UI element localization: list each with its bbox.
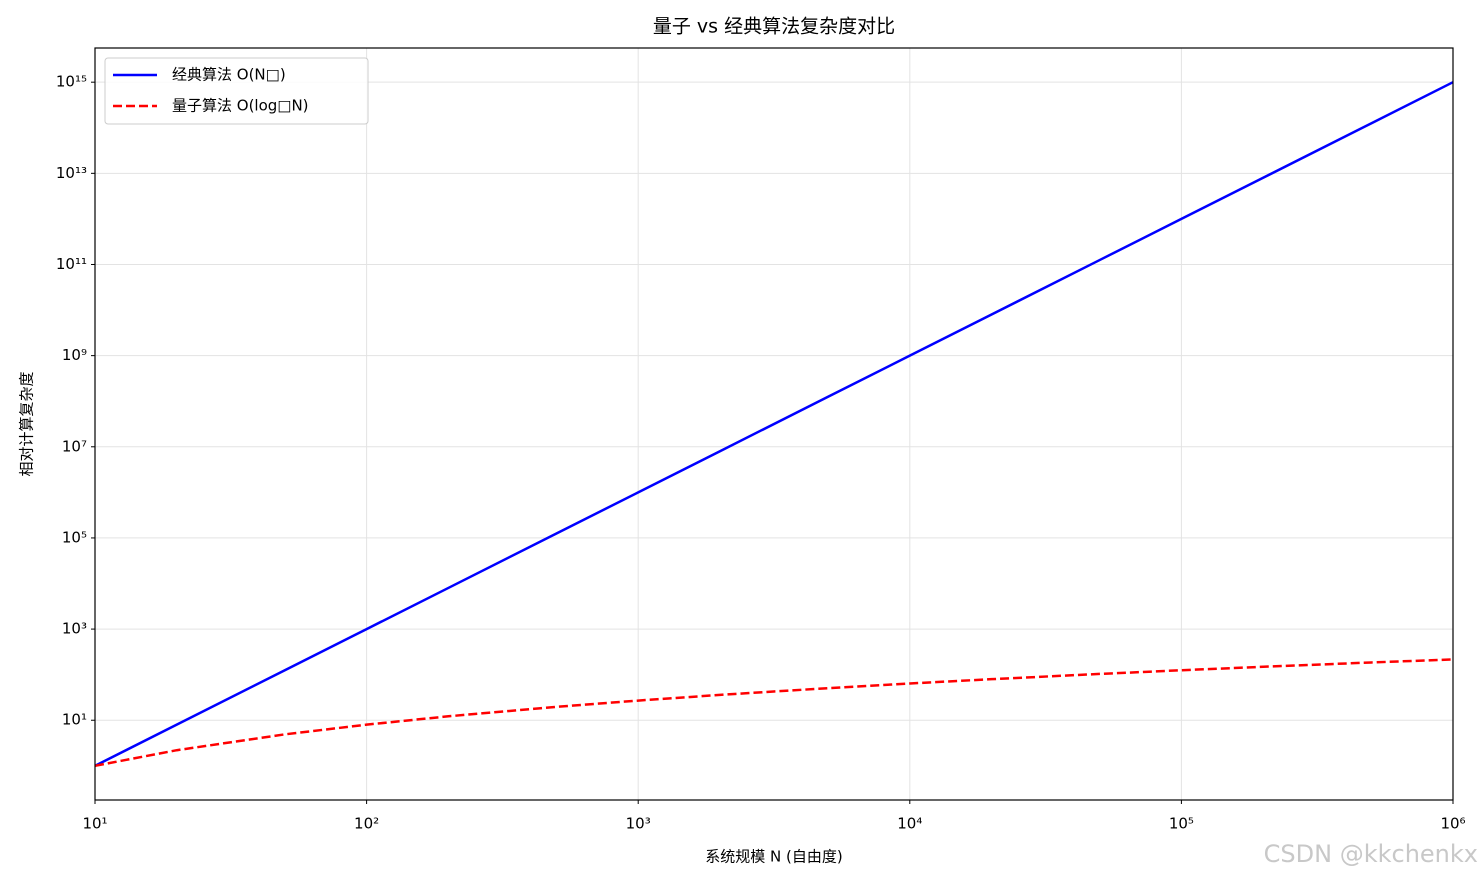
legend-label: 经典算法 O(N□) bbox=[172, 66, 286, 84]
y-tick-label: 10⁹ bbox=[62, 346, 87, 364]
watermark: CSDN @kkchenkx bbox=[1264, 840, 1478, 868]
x-tick-label: 10⁴ bbox=[897, 815, 922, 833]
y-tick-label: 10¹ bbox=[62, 711, 87, 729]
y-tick-label: 10⁷ bbox=[62, 437, 87, 455]
legend-label: 量子算法 O(log□N) bbox=[172, 97, 309, 115]
y-tick-label: 10¹³ bbox=[56, 164, 87, 182]
plot-frame bbox=[94, 47, 1454, 801]
x-tick-label: 10⁶ bbox=[1440, 815, 1465, 833]
y-tick-label: 10³ bbox=[62, 620, 87, 638]
series-line bbox=[94, 658, 1454, 768]
series-line bbox=[94, 81, 1454, 767]
x-tick-label: 10⁵ bbox=[1169, 815, 1194, 833]
chart-title: 量子 vs 经典算法复杂度对比 bbox=[653, 16, 895, 38]
x-tick-label: 10³ bbox=[626, 815, 651, 833]
x-tick-label: 10¹ bbox=[82, 815, 107, 833]
y-tick-label: 10⁵ bbox=[62, 528, 87, 546]
y-axis-label: 相对计算复杂度 bbox=[18, 371, 36, 476]
x-axis-label: 系统规模 N (自由度) bbox=[705, 848, 842, 866]
y-tick-label: 10¹¹ bbox=[56, 255, 87, 273]
x-tick-label: 10² bbox=[354, 815, 379, 833]
legend-box bbox=[104, 57, 369, 125]
y-tick-label: 10¹⁵ bbox=[56, 73, 87, 91]
